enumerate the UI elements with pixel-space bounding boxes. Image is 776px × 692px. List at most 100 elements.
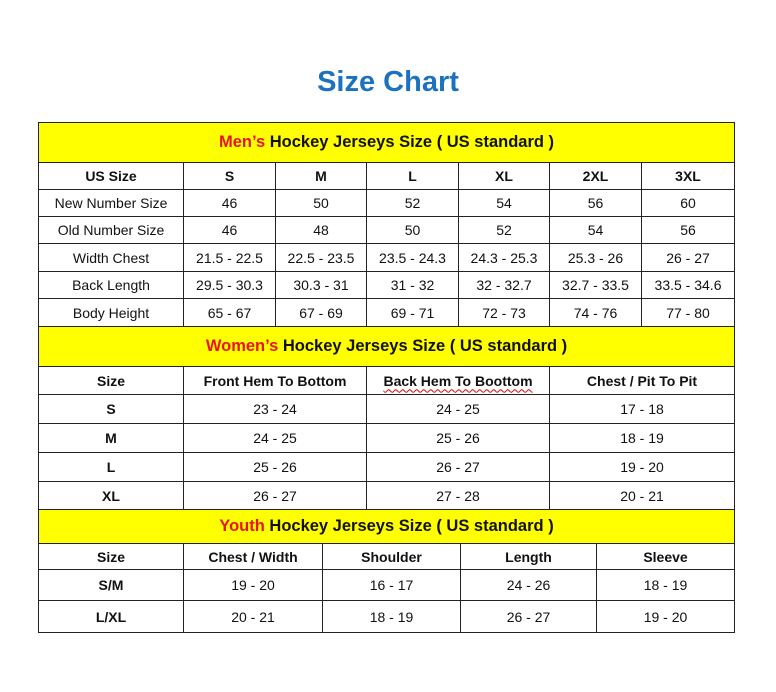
column-header-label: Sleeve (643, 548, 688, 565)
column-header-label: Size (96, 548, 125, 565)
table-cell: 18 - 19 (548, 423, 736, 453)
column-header: Sleeve (595, 543, 736, 570)
table-cell: 31 - 32 (366, 271, 459, 299)
table-cell: 32.7 - 33.5 (549, 271, 642, 299)
column-header: M (275, 162, 367, 190)
table-row: S/M 19 - 20 16 - 17 24 - 26 18 - 19 (38, 569, 736, 601)
table-cell: 60 (640, 189, 736, 217)
table-cell: 24.3 - 25.3 (458, 243, 550, 272)
table-cell: 52 (366, 189, 459, 217)
heading-prefix: Men’s (219, 133, 266, 151)
table-row: L/XL 20 - 21 18 - 19 26 - 27 19 - 20 (38, 600, 736, 633)
row-label: Width Chest (38, 243, 184, 272)
table-row: Body Height 65 - 67 67 - 69 69 - 71 72 - 73 7… (38, 298, 736, 327)
table-cell: 48 (275, 216, 367, 244)
table-cell: 18 - 19 (322, 600, 461, 633)
row-label: L (38, 452, 184, 482)
table-cell: 32 - 32.7 (458, 271, 550, 299)
table-cell: 19 - 20 (548, 452, 736, 482)
column-header-label: Chest / Pit To Pit (586, 372, 698, 389)
table-cell: 24 - 26 (460, 569, 597, 601)
column-header: Chest / Width (183, 543, 323, 570)
table-cell: 52 (458, 216, 550, 244)
table-cell: 25 - 26 (366, 423, 550, 453)
column-header: Back Hem To Boottom (366, 366, 550, 395)
table-cell: 17 - 18 (548, 394, 736, 424)
table-cell: 23.5 - 24.3 (366, 243, 459, 272)
table-cell: 18 - 19 (595, 569, 736, 601)
table-row: Width Chest 21.5 - 22.5 22.5 - 23.5 23.5 - … (38, 243, 736, 272)
row-label: S (38, 394, 184, 424)
youth-size-table: Youth Hockey Jerseys Size ( US standard … (37, 509, 736, 633)
table-cell: 21.5 - 22.5 (183, 243, 276, 272)
table-cell: 24 - 25 (366, 394, 550, 424)
column-header-label: Back Hem To Boottom (383, 372, 533, 389)
row-label: Back Length (38, 271, 184, 299)
table-cell: 65 - 67 (183, 298, 276, 327)
column-header-label: Shoulder (361, 548, 422, 565)
table-row: M 24 - 25 25 - 26 18 - 19 (38, 423, 736, 453)
table-row: S 23 - 24 24 - 25 17 - 18 (38, 394, 736, 424)
row-label: L/XL (38, 600, 184, 633)
heading-prefix: Women’s (205, 337, 279, 355)
table-cell: 22.5 - 23.5 (275, 243, 367, 272)
column-header-row: Size Front Hem To Bottom Back Hem To Boott… (38, 366, 736, 395)
row-label: New Number Size (38, 189, 184, 217)
table-cell: 54 (549, 216, 642, 244)
column-header: L (366, 162, 459, 190)
column-header-label: Chest / Width (208, 548, 298, 565)
table-cell: 50 (366, 216, 459, 244)
table-cell: 16 - 17 (322, 569, 461, 601)
column-header-label: 3XL (675, 168, 701, 184)
table-cell: 20 - 21 (548, 481, 736, 510)
table-cell: 30.3 - 31 (275, 271, 367, 299)
table-row: New Number Size 46 50 52 54 56 60 (38, 189, 736, 217)
table-cell: 26 - 27 (640, 243, 736, 272)
womens-section-heading: Women’s Hockey Jerseys Size ( US standar… (37, 326, 736, 367)
column-header: Chest / Pit To Pit (548, 366, 736, 395)
column-header: US Size (38, 162, 184, 190)
womens-size-table: Women’s Hockey Jerseys Size ( US standar… (37, 326, 736, 510)
row-label: Old Number Size (38, 216, 184, 244)
heading-rest: Hockey Jerseys Size ( US standard ) (265, 133, 555, 151)
table-cell: 25 - 26 (183, 452, 367, 482)
table-cell: 24 - 25 (183, 423, 367, 453)
table-cell: 33.5 - 34.6 (640, 271, 736, 299)
table-cell: 46 (183, 189, 276, 217)
column-header-row: US Size S M L XL 2XL 3XL (38, 162, 736, 190)
row-label: S/M (38, 569, 184, 601)
column-header-label: Size (96, 372, 125, 389)
column-header-label: Front Hem To Bottom (203, 372, 347, 389)
column-header-label: 2XL (582, 168, 609, 184)
table-row: Back Length 29.5 - 30.3 30.3 - 31 31 - 32 32… (38, 271, 736, 299)
column-header-label: XL (495, 168, 513, 184)
table-cell: 19 - 20 (183, 569, 323, 601)
table-cell: 23 - 24 (183, 394, 367, 424)
column-header: S (183, 162, 276, 190)
row-label: XL (38, 481, 184, 510)
row-label: Body Height (38, 298, 184, 327)
heading-rest: Hockey Jerseys Size ( US standard ) (264, 517, 554, 535)
column-header-label: L (408, 168, 417, 184)
youth-section-heading: Youth Hockey Jerseys Size ( US standard … (37, 509, 736, 544)
column-header-label: US Size (85, 168, 137, 184)
table-cell: 20 - 21 (183, 600, 323, 633)
table-cell: 50 (275, 189, 367, 217)
table-cell: 26 - 27 (366, 452, 550, 482)
column-header: Size (38, 543, 184, 570)
table-cell: 72 - 73 (458, 298, 550, 327)
table-cell: 74 - 76 (549, 298, 642, 327)
row-label: M (38, 423, 184, 453)
table-cell: 25.3 - 26 (549, 243, 642, 272)
table-cell: 77 - 80 (640, 298, 736, 327)
table-cell: 54 (458, 189, 550, 217)
table-cell: 29.5 - 30.3 (183, 271, 276, 299)
table-row: XL 26 - 27 27 - 28 20 - 21 (38, 481, 736, 510)
table-cell: 27 - 28 (366, 481, 550, 510)
table-cell: 56 (640, 216, 736, 244)
column-header: Front Hem To Bottom (183, 366, 367, 395)
table-cell: 67 - 69 (275, 298, 367, 327)
table-cell: 46 (183, 216, 276, 244)
table-cell: 26 - 27 (460, 600, 597, 633)
page-title: Size Chart (317, 66, 459, 98)
